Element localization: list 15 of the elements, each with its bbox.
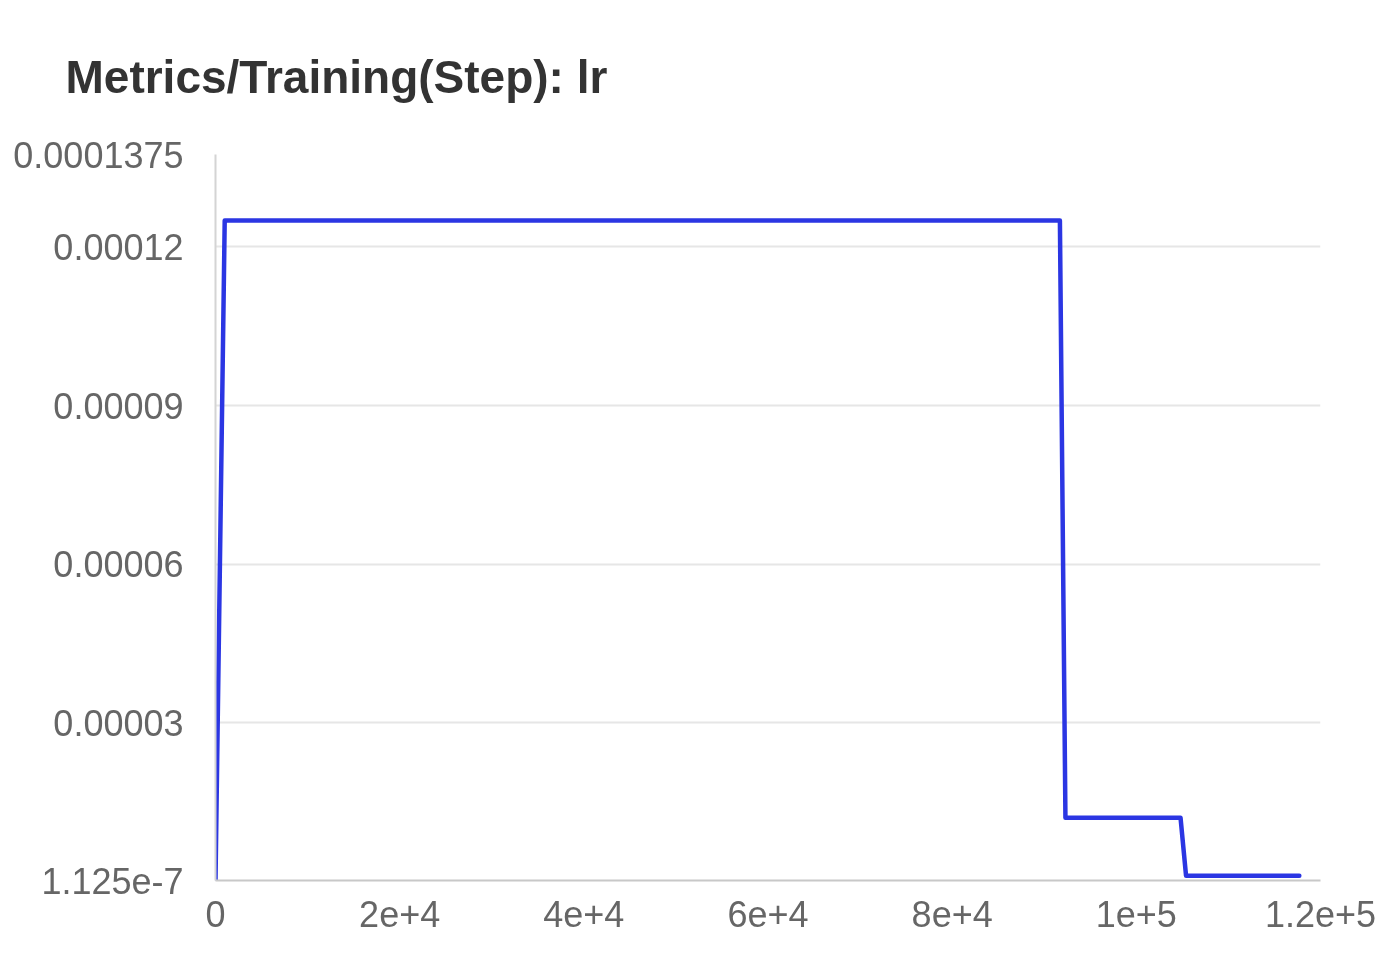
chart-title: Metrics/Training(Step): lr [65, 50, 608, 103]
x-tick-label: 1e+5 [1095, 893, 1177, 935]
y-tick-label: 1.125e-7 [41, 860, 184, 902]
x-tick-label: 2e+4 [359, 893, 441, 935]
x-tick-label: 1.2e+5 [1264, 893, 1377, 935]
y-tick-label: 0.0001375 [13, 134, 184, 176]
y-tick-label: 0.00009 [53, 385, 184, 427]
y-tick-label: 0.00003 [53, 702, 184, 744]
x-tick-label: 8e+4 [911, 893, 993, 935]
x-tick-label: 0 [205, 893, 226, 935]
x-tick-label: 6e+4 [727, 893, 809, 935]
y-tick-label: 0.00006 [53, 544, 184, 586]
x-tick-label: 4e+4 [543, 893, 625, 935]
y-tick-label: 0.00012 [53, 226, 184, 268]
line-series [215, 218, 1302, 881]
